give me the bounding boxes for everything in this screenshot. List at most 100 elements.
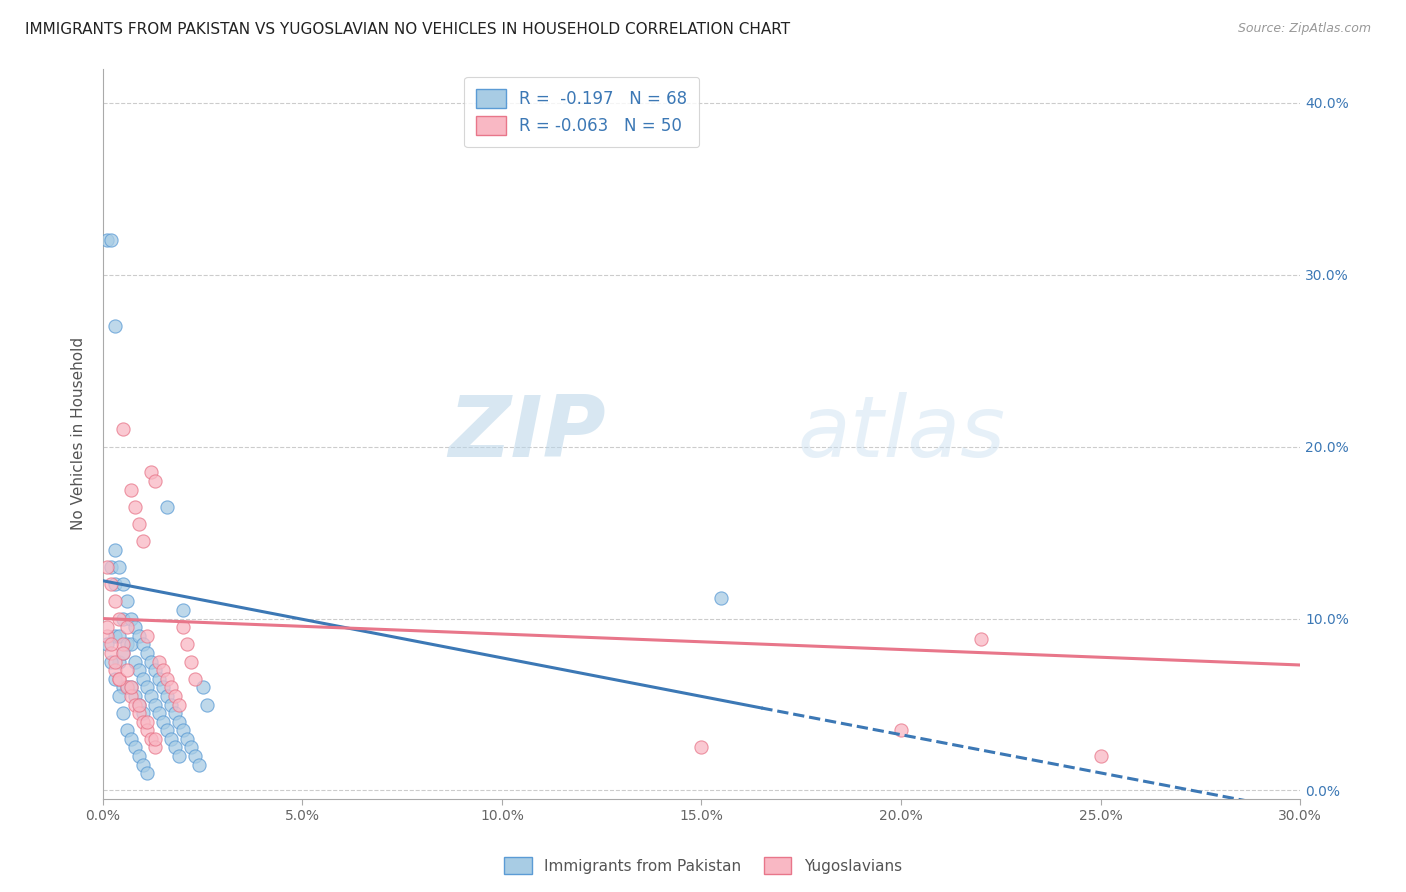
Point <box>139 689 162 703</box>
Point <box>100 234 122 248</box>
Point <box>148 655 170 669</box>
Point <box>143 740 166 755</box>
Point <box>152 663 174 677</box>
Point <box>115 663 138 677</box>
Point <box>115 723 138 738</box>
Point <box>172 723 194 738</box>
Point <box>128 749 150 764</box>
Point <box>690 740 713 755</box>
Point <box>96 620 118 634</box>
Point <box>167 698 190 712</box>
Point <box>104 319 127 334</box>
Point <box>159 681 181 695</box>
Point <box>167 714 190 729</box>
Point <box>108 672 131 686</box>
Point <box>124 620 146 634</box>
Point <box>132 534 155 549</box>
Y-axis label: No Vehicles in Household: No Vehicles in Household <box>72 337 86 531</box>
Legend: Immigrants from Pakistan, Yugoslavians: Immigrants from Pakistan, Yugoslavians <box>498 851 908 880</box>
Point <box>132 714 155 729</box>
Point <box>148 706 170 720</box>
Point <box>124 655 146 669</box>
Text: Source: ZipAtlas.com: Source: ZipAtlas.com <box>1237 22 1371 36</box>
Point <box>195 698 218 712</box>
Point <box>120 681 142 695</box>
Point <box>115 681 138 695</box>
Point <box>970 632 993 647</box>
Point <box>115 681 138 695</box>
Point <box>104 672 127 686</box>
Point <box>132 757 155 772</box>
Point <box>143 663 166 677</box>
Point <box>135 723 157 738</box>
Point <box>100 637 122 651</box>
Point <box>111 637 134 651</box>
Point <box>111 706 134 720</box>
Point <box>104 542 127 557</box>
Point <box>115 620 138 634</box>
Point <box>135 629 157 643</box>
Point <box>135 766 157 780</box>
Point <box>111 646 134 660</box>
Point <box>167 749 190 764</box>
Point <box>111 577 134 591</box>
Point <box>104 594 127 608</box>
Point <box>124 689 146 703</box>
Point <box>128 706 150 720</box>
Point <box>124 500 146 514</box>
Point <box>139 466 162 480</box>
Point <box>132 637 155 651</box>
Point <box>176 731 198 746</box>
Point <box>156 672 179 686</box>
Point <box>710 591 733 605</box>
Text: ZIP: ZIP <box>449 392 606 475</box>
Point <box>124 740 146 755</box>
Point <box>96 560 118 574</box>
Point <box>1090 749 1112 764</box>
Point <box>111 681 134 695</box>
Point <box>163 706 186 720</box>
Point <box>176 637 198 651</box>
Point <box>111 422 134 436</box>
Point <box>183 749 205 764</box>
Point <box>108 672 131 686</box>
Point <box>96 637 118 651</box>
Point <box>152 714 174 729</box>
Point <box>100 655 122 669</box>
Point <box>108 560 131 574</box>
Point <box>183 672 205 686</box>
Point <box>132 706 155 720</box>
Point <box>104 577 127 591</box>
Point <box>135 714 157 729</box>
Point <box>108 655 131 669</box>
Point <box>124 698 146 712</box>
Point <box>104 629 127 643</box>
Point <box>152 681 174 695</box>
Point <box>96 234 118 248</box>
Point <box>108 629 131 643</box>
Point <box>100 560 122 574</box>
Point <box>128 663 150 677</box>
Point <box>120 731 142 746</box>
Point <box>120 637 142 651</box>
Point <box>180 740 202 755</box>
Point <box>890 723 912 738</box>
Point <box>120 681 142 695</box>
Point <box>100 646 122 660</box>
Point <box>128 698 150 712</box>
Point <box>120 483 142 497</box>
Point <box>143 698 166 712</box>
Point <box>132 672 155 686</box>
Point <box>128 698 150 712</box>
Point <box>143 731 166 746</box>
Point <box>108 689 131 703</box>
Point <box>139 731 162 746</box>
Point <box>139 655 162 669</box>
Point <box>115 637 138 651</box>
Point <box>172 620 194 634</box>
Point <box>104 655 127 669</box>
Legend: R =  -0.197   N = 68, R = -0.063   N = 50: R = -0.197 N = 68, R = -0.063 N = 50 <box>464 77 699 147</box>
Point <box>128 629 150 643</box>
Point <box>96 629 118 643</box>
Text: IMMIGRANTS FROM PAKISTAN VS YUGOSLAVIAN NO VEHICLES IN HOUSEHOLD CORRELATION CHA: IMMIGRANTS FROM PAKISTAN VS YUGOSLAVIAN … <box>25 22 790 37</box>
